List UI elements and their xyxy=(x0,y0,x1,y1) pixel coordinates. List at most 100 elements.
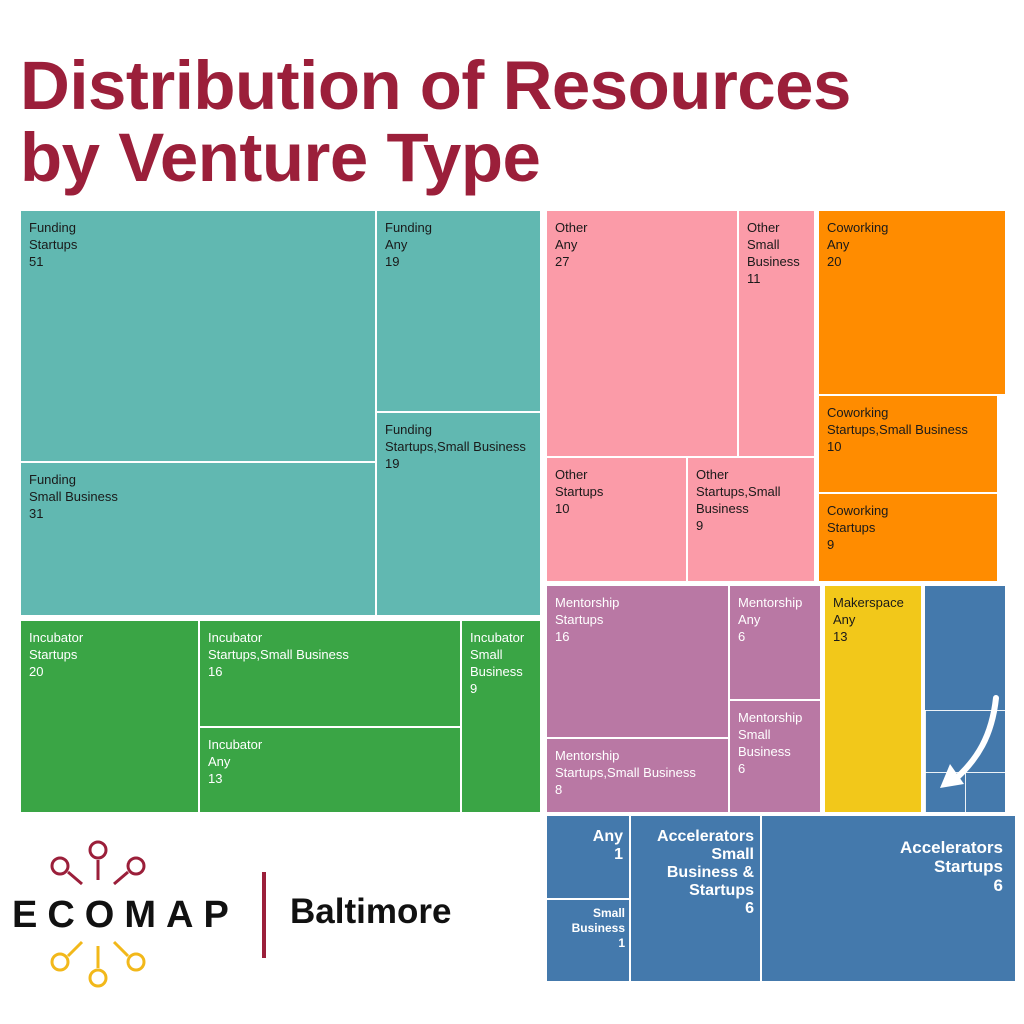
tile-value: 19 xyxy=(385,456,400,471)
tile-label: Startups xyxy=(555,612,604,627)
tile-label: Startups,Small Business xyxy=(827,422,968,437)
tile-funding-any: Funding Any 19 xyxy=(376,210,541,412)
tile-label: Incubator xyxy=(208,737,263,752)
tile-incubator-startups: Incubator Startups 20 xyxy=(20,620,199,813)
brand-divider xyxy=(262,872,266,958)
logo-network-top xyxy=(50,840,146,886)
chart-title-line-2: by Venture Type xyxy=(20,119,541,196)
tile-other-startups-small-business: Other Startups,Small Business 9 xyxy=(687,457,815,582)
tile-label: Startups xyxy=(29,647,78,662)
tile-mentorship-small-business: Mentorship Small Business 6 xyxy=(729,700,821,813)
tile-label: Coworking xyxy=(827,503,889,518)
tile-value: 11 xyxy=(747,271,761,286)
tile-value: 16 xyxy=(208,664,223,679)
tile-label: Funding xyxy=(29,472,76,487)
tile-value: 9 xyxy=(827,537,835,552)
tile-label: Other xyxy=(747,220,780,235)
tile-label: Coworking xyxy=(827,405,889,420)
tile-label: Any xyxy=(833,612,856,627)
tile-label: Coworking xyxy=(827,220,889,235)
tile-label: Incubator xyxy=(208,630,263,645)
city-label: Baltimore xyxy=(290,892,452,931)
tile-value: 16 xyxy=(555,629,570,644)
tile-incubator-startups-small-business: Incubator Startups,Small Business 16 xyxy=(199,620,461,727)
tile-other-small-business: Other Small Business 11 xyxy=(738,210,815,457)
tile-label: Startups,Small Business xyxy=(385,439,526,454)
tile-label: Small xyxy=(738,727,771,742)
tile-label: Startups xyxy=(29,237,78,252)
tile-coworking-any: Coworking Any 20 xyxy=(818,210,1006,395)
zoom-grid-line xyxy=(965,772,966,814)
tile-makerspace-any: Makerspace Any 13 xyxy=(824,585,922,813)
tile-label: Any xyxy=(592,828,623,845)
tile-funding-startups: Funding Startups 51 xyxy=(20,210,376,462)
tile-coworking-startups-small-business: Coworking Startups,Small Business 10 xyxy=(818,395,998,493)
logo-network-bottom xyxy=(50,940,146,988)
tile-label: Any xyxy=(208,754,231,769)
tile-label: Other xyxy=(696,467,729,482)
tile-label: Any xyxy=(738,612,761,627)
tile-mentorship-any: Mentorship Any 6 xyxy=(729,585,821,700)
tile-value: 9 xyxy=(696,518,704,533)
tile-incubator-small-business: Incubator Small Business 9 xyxy=(461,620,541,813)
ecomap-logo: ECOMAP xyxy=(12,840,239,988)
tile-value: 8 xyxy=(555,782,563,797)
tile-value: 6 xyxy=(745,900,754,917)
tile-label: Funding xyxy=(385,422,432,437)
tile-label: Business & xyxy=(666,864,754,881)
tile-label: Mentorship xyxy=(738,710,803,725)
tile-mentorship-startups-small-business: Mentorship Startups,Small Business 8 xyxy=(546,738,729,813)
tile-label: Makerspace xyxy=(833,595,904,610)
tile-accelerators-small-business-startups: Accelerators Small Business & Startups 6 xyxy=(630,815,761,982)
tile-accelerators-startups: Accelerators Startups 6 xyxy=(761,815,1016,982)
tile-value: 13 xyxy=(833,629,848,644)
tile-label: Mentorship xyxy=(738,595,803,610)
svg-text:ECOMAP: ECOMAP xyxy=(12,894,239,936)
tile-value: 19 xyxy=(385,254,400,269)
tile-label: Small xyxy=(711,846,754,863)
tile-value: 6 xyxy=(993,876,1003,895)
tile-label: Startups xyxy=(827,520,876,535)
tile-label: Incubator xyxy=(29,630,84,645)
tile-label: Business xyxy=(470,664,523,679)
tile-value: 51 xyxy=(29,254,44,269)
tile-label: Startups,Small xyxy=(696,484,781,499)
tile-value: 13 xyxy=(208,771,223,786)
chart-title-line-1: Distribution of Resources xyxy=(20,47,851,124)
tile-value: 10 xyxy=(555,501,570,516)
zoom-grid-line xyxy=(925,710,1007,711)
tile-label: Any xyxy=(385,237,408,252)
tile-label: Small Business xyxy=(29,489,118,504)
accelerators-zoom-box xyxy=(924,585,1007,814)
tile-label: Business xyxy=(696,501,749,516)
zoom-grid-line xyxy=(925,710,926,814)
tile-label: Mentorship xyxy=(555,748,620,763)
tile-label: Accelerators xyxy=(657,828,754,845)
tile-coworking-startups: Coworking Startups 9 xyxy=(818,493,998,582)
tile-label: Mentorship xyxy=(555,595,620,610)
tile-other-startups: Other Startups 10 xyxy=(546,457,687,582)
tile-value: 6 xyxy=(738,629,746,644)
tile-value: 1 xyxy=(614,846,623,863)
tile-value: 31 xyxy=(29,506,44,521)
tile-value: 9 xyxy=(470,681,478,696)
tile-value: 20 xyxy=(827,254,842,269)
tile-value: 20 xyxy=(29,664,44,679)
tile-value: 27 xyxy=(555,254,570,269)
tile-value: 1 xyxy=(618,936,625,950)
tile-value: 10 xyxy=(827,439,842,454)
tile-accelerators-any: Any 1 xyxy=(546,815,630,899)
tile-label: Other xyxy=(555,220,588,235)
tile-label: Incubator xyxy=(470,630,525,645)
tile-label: Startups xyxy=(934,857,1003,876)
tile-label: Startups xyxy=(689,882,754,899)
tile-label: Startups,Small Business xyxy=(208,647,349,662)
tile-label: Any xyxy=(827,237,850,252)
tile-label: Funding xyxy=(385,220,432,235)
tile-label: Small xyxy=(592,906,625,920)
tile-accelerators-small-business: Small Business 1 xyxy=(546,899,630,982)
tile-incubator-any: Incubator Any 13 xyxy=(199,727,461,813)
tile-label: Business xyxy=(571,921,625,935)
tile-label: Startups xyxy=(555,484,604,499)
